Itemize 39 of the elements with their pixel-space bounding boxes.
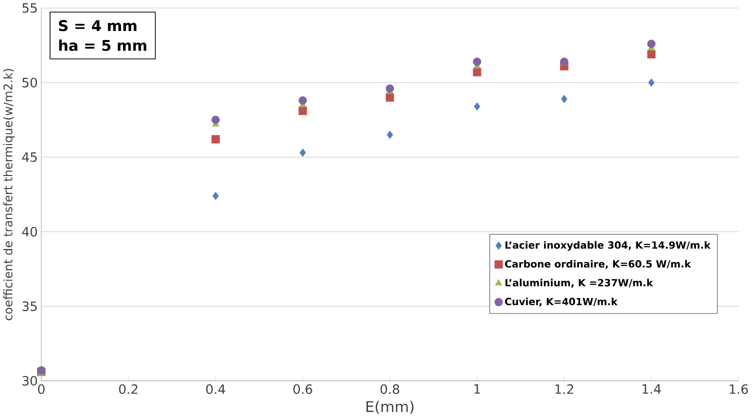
legend-label: L’acier inoxydable 304, K=14.9W/m.k: [505, 241, 711, 251]
x-tick-label: 1.6: [730, 384, 748, 394]
point: [298, 106, 307, 115]
x-tick-label: 0.8: [380, 384, 400, 394]
point: [386, 93, 394, 102]
x-tick-label: 0: [38, 384, 45, 394]
legend-label: Cuvier, K=401W/m.k: [505, 298, 618, 306]
point: [211, 116, 220, 124]
point: [472, 68, 482, 76]
x-tick-label: 1: [474, 384, 480, 394]
point: [647, 40, 656, 48]
point: [386, 130, 394, 139]
legend-label: Carbone ordinaire, K=60.5 W/m.k: [505, 260, 692, 269]
x-axis-title: E(mm): [366, 400, 414, 414]
x-tick-label: 0.6: [293, 384, 312, 394]
point: [211, 135, 220, 144]
annotation: S = 4 mm: [59, 20, 136, 32]
point: [300, 148, 306, 157]
point: [386, 84, 394, 93]
point: [474, 102, 480, 110]
point: [648, 78, 655, 87]
point: [472, 57, 482, 66]
legend-label: L’aluminium, K =237W/m.k: [505, 278, 654, 288]
y-tick-label: 30: [22, 376, 37, 386]
y-tick-label: 45: [22, 152, 37, 162]
point: [647, 50, 656, 58]
y-tick-label: 50: [22, 78, 37, 88]
y-tick-label: 55: [22, 3, 37, 13]
point: [298, 96, 307, 105]
point: [561, 94, 568, 104]
y-axis-title: coefficient de transfert thermique(w/m2.k): [3, 68, 15, 320]
y-tick-label: 40: [22, 226, 37, 236]
annotation: ha = 5 mm: [59, 39, 146, 51]
x-tick-label: 1.4: [642, 384, 661, 394]
x-tick-label: 0.4: [206, 384, 226, 394]
point: [212, 192, 219, 200]
x-tick-label: 1.2: [555, 384, 574, 394]
y-tick-label: 35: [22, 301, 37, 311]
x-tick-label: 0.2: [119, 384, 138, 394]
